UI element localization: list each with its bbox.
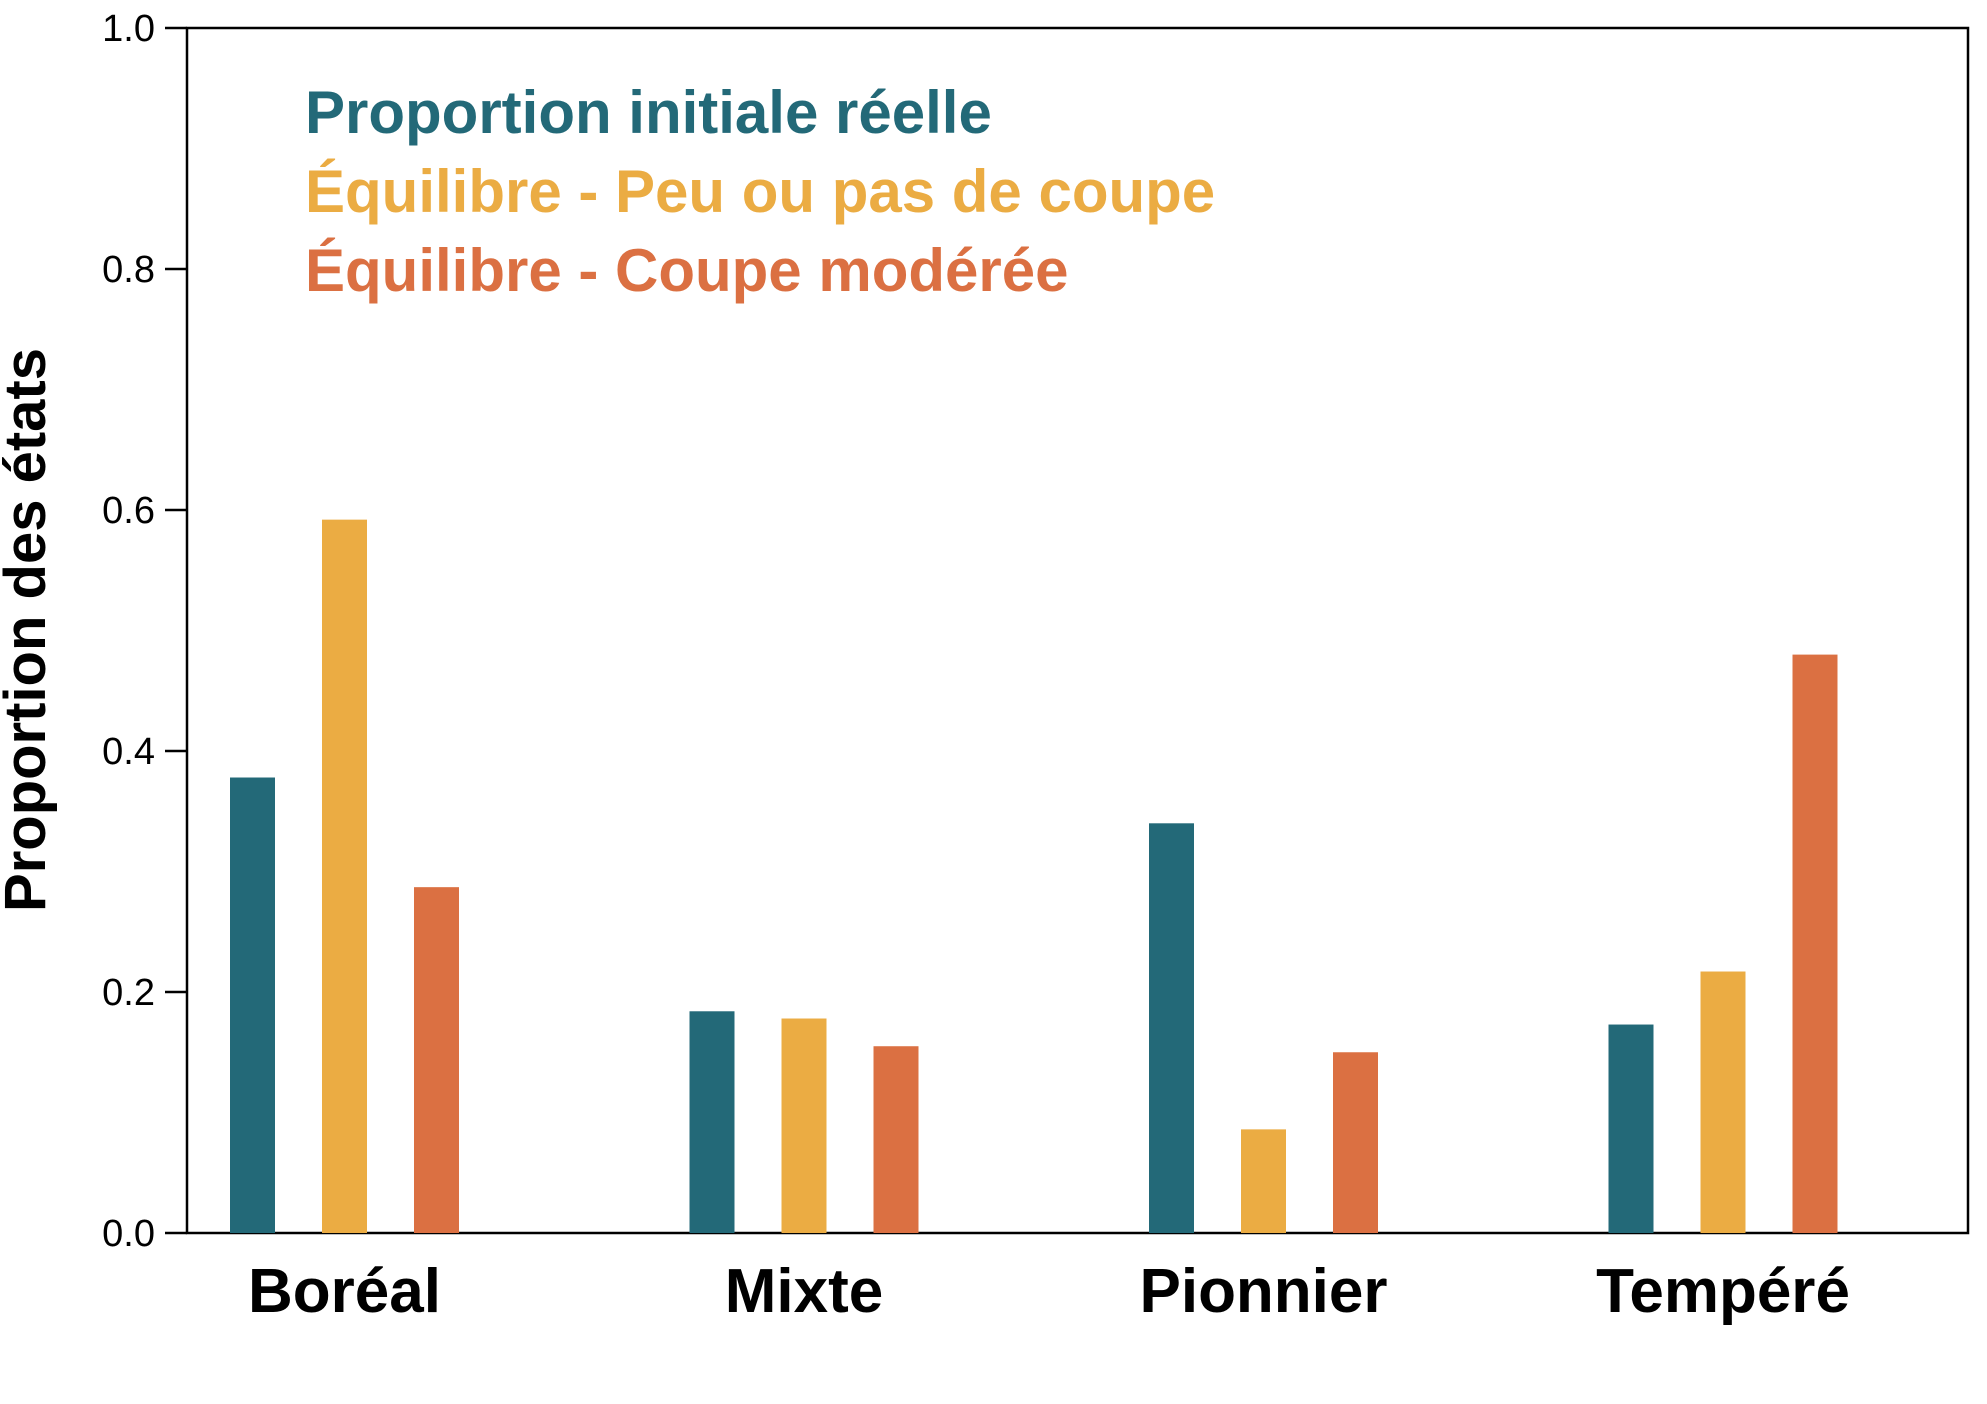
bar-2-2 (781, 1018, 827, 1233)
bar-3-3 (1333, 1052, 1378, 1233)
x-category-label: Pionnier (1139, 1257, 1387, 1326)
bars-layer (230, 519, 1838, 1233)
x-axis: Boréal Mixte Pionnier Tempéré (248, 1257, 1850, 1326)
bar-1-4 (1608, 1024, 1654, 1233)
bar-1-1 (230, 777, 275, 1233)
y-tick-label: 0.0 (102, 1213, 155, 1255)
legend-entry: Équilibre - Peu ou pas de coupe (305, 158, 1215, 225)
x-category-label: Tempéré (1596, 1257, 1850, 1326)
bar-1-3 (1149, 823, 1194, 1233)
x-category-label: Mixte (725, 1257, 883, 1326)
legend-entry: Équilibre - Coupe modérée (305, 237, 1068, 304)
y-tick-label: 1.0 (102, 8, 155, 50)
y-axis: 0.0 0.2 0.4 0.6 0.8 1.0 (102, 8, 187, 1255)
bar-3-2 (873, 1046, 919, 1233)
bar-3-4 (1792, 654, 1838, 1233)
bar-2-1 (322, 519, 367, 1233)
y-tick-label: 0.8 (102, 249, 155, 291)
legend-entry: Proportion initiale réelle (305, 79, 992, 146)
y-axis-title: Proportion des états (0, 348, 58, 912)
y-tick-label: 0.4 (102, 731, 155, 773)
y-tick-label: 0.2 (102, 972, 155, 1014)
x-category-label: Boréal (248, 1257, 441, 1326)
bar-2-3 (1241, 1129, 1286, 1233)
bar-3-1 (414, 887, 459, 1233)
legend: Proportion initiale réelle Équilibre - Pe… (305, 79, 1215, 304)
bar-2-4 (1700, 971, 1746, 1233)
plot-area-frame (185, 26, 1970, 1235)
bar-1-2 (689, 1011, 735, 1233)
y-tick-label: 0.6 (102, 490, 155, 532)
